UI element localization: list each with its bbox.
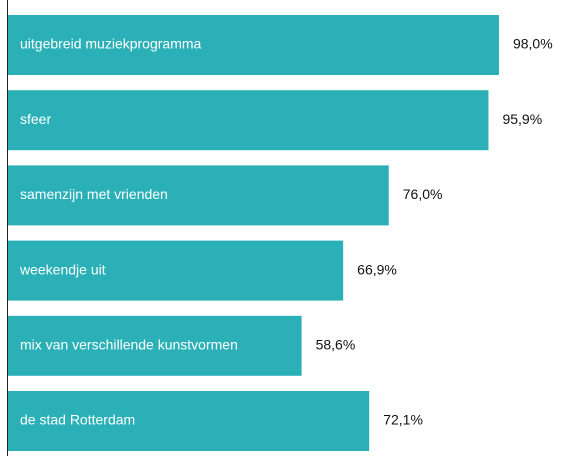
value-label: 58,6% <box>316 337 356 353</box>
bar <box>8 165 389 226</box>
bar <box>8 391 370 451</box>
value-label: 66,9% <box>357 261 397 277</box>
bar-label: mix van verschillende kunstvormen <box>20 337 238 353</box>
bar-label: weekendje uit <box>19 261 106 277</box>
value-label: 76,0% <box>403 186 443 202</box>
value-label: 72,1% <box>383 412 423 428</box>
bar-label: sfeer <box>20 111 51 127</box>
bar-label: uitgebreid muziekprogramma <box>20 36 202 52</box>
value-label: 95,9% <box>502 111 542 127</box>
bar <box>8 90 489 151</box>
bar <box>8 240 344 301</box>
bar <box>8 15 499 75</box>
bar <box>8 315 302 376</box>
bar-label: samenzijn met vrienden <box>20 186 168 202</box>
value-label: 98,0% <box>513 36 553 52</box>
bar-label: de stad Rotterdam <box>20 412 135 428</box>
